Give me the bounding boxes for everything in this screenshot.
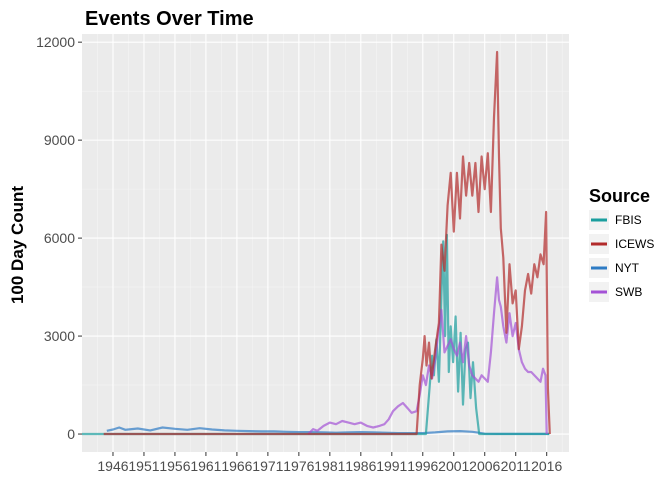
y-tick-label: 12000	[36, 34, 75, 50]
x-tick-label: 1951	[128, 458, 159, 474]
x-tick-label: 2001	[438, 458, 469, 474]
series-line-icews	[103, 50, 551, 436]
legend-label-icews: ICEWS	[615, 237, 654, 251]
x-tick-label: 1981	[314, 458, 345, 474]
legend-label-nyt: NYT	[615, 261, 640, 275]
legend-items: FBIS ICEWS NYT SWB	[589, 210, 654, 302]
legend-label-swb: SWB	[615, 285, 642, 299]
x-tick-label: 1991	[376, 458, 407, 474]
legend-label-fbis: FBIS	[615, 213, 642, 227]
legend: Source FBIS ICEWS NYT SWB	[589, 186, 654, 302]
y-axis-label: 100 Day Count	[8, 186, 27, 304]
y-tick-label: 6000	[44, 230, 75, 246]
series-line-nyt	[106, 426, 550, 435]
x-tick-label: 2006	[469, 458, 500, 474]
x-axis: 1946 1951 1956 1961 1966 1971 1976 1981 1986 1991…	[97, 452, 562, 474]
series-line-swb	[307, 276, 548, 435]
x-tick-label: 2016	[531, 458, 562, 474]
series-lines	[82, 50, 551, 436]
chart-title: Events Over Time	[85, 8, 254, 30]
x-tick-label: 1966	[221, 458, 252, 474]
x-tick-label: 1996	[407, 458, 438, 474]
y-tick-label: 3000	[44, 328, 75, 344]
x-tick-label: 2011	[501, 458, 531, 474]
series-line-fbis	[82, 233, 550, 436]
x-tick-label: 1946	[97, 458, 128, 474]
y-tick-label: 9000	[44, 132, 75, 148]
x-tick-label: 1961	[190, 458, 221, 474]
y-axis: 0 3000 6000 9000 12000	[36, 34, 82, 442]
x-tick-label: 1956	[159, 458, 190, 474]
x-tick-label: 1976	[283, 458, 314, 474]
x-tick-label: 1986	[345, 458, 376, 474]
legend-title: Source	[589, 186, 650, 206]
y-tick-label: 0	[67, 426, 75, 442]
x-tick-label: 1971	[252, 458, 283, 474]
